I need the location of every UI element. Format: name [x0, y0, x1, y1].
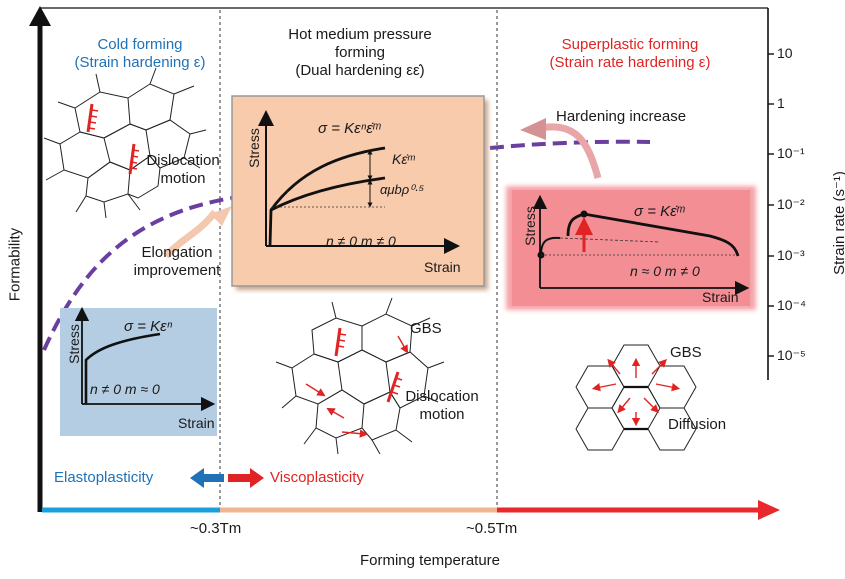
dislocation-pileup-cold — [86, 103, 136, 175]
hot-region-title-line1: Hot medium pressure — [288, 26, 432, 43]
strain-rate-ticks — [768, 53, 774, 357]
formability-axis-label: Formability — [6, 227, 24, 302]
hot-inset-equation: σ = Kεⁿε̇ᵐ — [318, 120, 381, 137]
dislocation-motion-label-1: Dislocation motion — [140, 152, 226, 188]
elongation-arrowhead — [210, 206, 232, 226]
grain-structure-hot — [275, 297, 445, 455]
gbs-label-hot: GBS — [410, 320, 442, 337]
rate-tick-1e-1: 10⁻¹ — [777, 145, 805, 161]
rate-tick-1e-4: 10⁻⁴ — [777, 297, 806, 313]
hardening-increase-arrowhead — [520, 118, 546, 140]
sp-inset-curve-high — [566, 212, 740, 257]
hot-inset-rate-term: Kε̇ᵐ — [392, 151, 415, 167]
cold-region-title-line2: (Strain hardening ε) — [74, 54, 206, 71]
diffusion-label: Diffusion — [668, 416, 727, 433]
elongation-improvement-label: Elongation improvement — [124, 244, 230, 280]
grain-structure-cold — [43, 67, 207, 219]
dislocation-pileup-cold-ticks — [88, 109, 140, 170]
cold-inset-ylabel: Stress — [66, 324, 82, 364]
sp-inset-panel — [512, 190, 750, 306]
elastoplasticity-label: Elastoplasticity — [54, 469, 154, 486]
formability-curve-upper — [489, 139, 651, 150]
x-tick-0.5tm: ~0.5Tm — [466, 520, 518, 537]
formability-curve — [42, 196, 233, 351]
cold-inset-xlabel: Strain — [178, 415, 215, 431]
sp-inset-ylabel: Stress — [522, 206, 538, 246]
sp-inset-equation: σ = Kε̇ᵐ — [634, 203, 685, 220]
dislocation-motion-1-line1: Dislocation — [146, 152, 220, 169]
hot-inset-ylabel: Stress — [246, 128, 262, 168]
elastoplasticity-arrow — [190, 468, 224, 488]
strain-rate-axis-label: Strain rate (s⁻¹) — [831, 171, 845, 275]
hot-inset-conditions: n ≠ 0 m ≠ 0 — [326, 233, 396, 249]
hot-region-title-line3: (Dual hardening εε̇) — [295, 62, 425, 79]
sp-inset-dashed-2 — [559, 237, 661, 243]
superplastic-region-title-line2: (Strain rate hardening ε) — [549, 54, 711, 71]
rate-tick-1: 1 — [777, 95, 785, 111]
viscoplasticity-arrow — [228, 468, 264, 488]
dislocation-motion-2-line1: Dislocation — [405, 388, 479, 405]
gbs-label-superplastic: GBS — [670, 344, 702, 361]
hot-inset-xlabel: Strain — [424, 259, 461, 275]
sp-inset-xlabel: Strain — [702, 289, 739, 305]
superplastic-region-title: Superplastic forming (Strain rate harden… — [520, 36, 740, 72]
dislocation-motion-label-2: Dislocation motion — [394, 388, 490, 424]
diffusion-boundaries — [624, 385, 648, 431]
rate-tick-1e-2: 10⁻² — [777, 196, 805, 212]
viscoplasticity-label: Viscoplasticity — [270, 469, 364, 486]
rate-tick-10: 10 — [777, 45, 793, 61]
elongation-line2: improvement — [133, 262, 221, 279]
rate-tick-1e-3: 10⁻³ — [777, 247, 805, 263]
dislocation-pileup-hot — [334, 327, 400, 403]
dislocation-pileup-hot-ticks — [337, 333, 403, 395]
sp-inset-conditions: n ≈ 0 m ≠ 0 — [630, 263, 700, 279]
dislocation-motion-2-line2: motion — [419, 406, 465, 423]
hot-inset-panel — [231, 95, 485, 287]
dislocation-motion-1-line2: motion — [160, 170, 206, 187]
hot-inset-disl-term: αμbρ⁰·⁵ — [380, 182, 425, 197]
formability-axis-arrowhead — [29, 6, 51, 26]
diffusion-arrows — [591, 357, 681, 427]
cold-inset-conditions: n ≠ 0 m ≈ 0 — [90, 381, 160, 397]
hardening-increase-label: Hardening increase — [556, 108, 687, 125]
x-tick-0.3tm: ~0.3Tm — [190, 520, 242, 537]
elongation-line1: Elongation — [141, 244, 213, 261]
cold-inset-curve — [84, 332, 161, 404]
elongation-arrow — [163, 209, 218, 259]
cold-inset-equation: σ = Kεⁿ — [124, 318, 173, 335]
cold-region-title-line1: Cold forming — [97, 36, 183, 53]
cold-region-title: Cold forming (Strain hardening ε) — [60, 36, 220, 72]
superplastic-region-title-line1: Superplastic forming — [561, 36, 699, 53]
temp-axis-arrowhead — [758, 500, 780, 520]
gbs-arrows-hot — [305, 335, 409, 438]
forming-temperature-label: Forming temperature — [359, 552, 501, 569]
rate-tick-1e-5: 10⁻⁵ — [777, 347, 806, 363]
hot-region-title-line2: forming — [334, 44, 386, 61]
hot-region-title: Hot medium pressure forming (Dual harden… — [240, 26, 480, 80]
hardening-increase-arrow — [539, 123, 602, 179]
sp-inset-point-high — [580, 210, 588, 218]
